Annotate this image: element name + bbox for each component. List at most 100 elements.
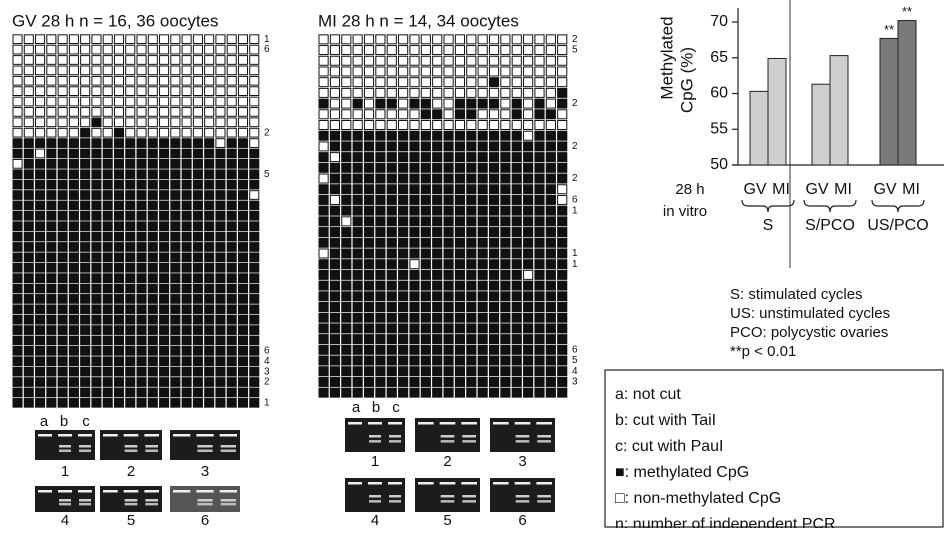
cpg-site [205, 97, 214, 106]
cpg-site [364, 335, 373, 344]
cpg-site [455, 78, 464, 87]
cpg-site [489, 78, 498, 87]
cpg-site [92, 211, 101, 220]
cpg-site [81, 170, 90, 179]
cpg-site [330, 292, 339, 301]
cpg-site [512, 377, 521, 386]
cpg-site [342, 356, 351, 365]
cpg-site [227, 232, 236, 241]
cpg-site [227, 66, 236, 75]
cpg-site [193, 149, 202, 158]
gel-band [220, 490, 237, 493]
cpg-site [501, 46, 510, 55]
cpg-site [205, 180, 214, 189]
cpg-site [512, 388, 521, 397]
cpg-site [114, 295, 123, 304]
cpg-site [114, 305, 123, 314]
cpg-site [92, 149, 101, 158]
cpg-site [558, 324, 567, 333]
cpg-site [250, 367, 259, 376]
cpg-site [455, 270, 464, 279]
cpg-site [558, 270, 567, 279]
cpg-site [535, 67, 544, 76]
cpg-site [444, 313, 453, 322]
cpg-site [160, 305, 169, 314]
cpg-site [546, 238, 555, 247]
cpg-site [69, 367, 78, 376]
cpg-site [558, 260, 567, 269]
gel-band [516, 435, 530, 438]
cpg-site [137, 87, 146, 96]
cpg-site [501, 67, 510, 76]
cpg-site [467, 88, 476, 97]
cpg-site [193, 274, 202, 283]
cpg-site [319, 131, 328, 140]
cpg-site [160, 66, 169, 75]
cpg-site [250, 398, 259, 407]
cpg-site [36, 346, 45, 355]
cpg-site [535, 356, 544, 365]
y-tick-label: 70 [710, 13, 728, 30]
cpg-site [455, 46, 464, 55]
cpg-site [160, 108, 169, 117]
cpg-site [455, 174, 464, 183]
cpg-site [433, 324, 442, 333]
cpg-site [342, 324, 351, 333]
brace [804, 200, 856, 212]
cpg-site [524, 195, 533, 204]
cpg-site [467, 356, 476, 365]
cpg-site [387, 260, 396, 269]
cpg-site [364, 88, 373, 97]
cpg-site [501, 131, 510, 140]
cpg-site [47, 336, 56, 345]
cpg-site [535, 99, 544, 108]
cpg-site [137, 232, 146, 241]
cpg-site [421, 260, 430, 269]
cpg-site [137, 159, 146, 168]
cpg-site [342, 195, 351, 204]
cpg-site [126, 128, 135, 137]
cpg-site [353, 121, 362, 130]
cpg-site [227, 295, 236, 304]
cpg-site [535, 335, 544, 344]
cpg-site [467, 217, 476, 226]
cpg-site [558, 131, 567, 140]
cpg-site [171, 201, 180, 210]
cpg-site [558, 67, 567, 76]
cpg-site [433, 88, 442, 97]
cpg-site [444, 335, 453, 344]
cpg-site [558, 217, 567, 226]
cpg-site [410, 67, 419, 76]
cpg-site [238, 97, 247, 106]
cpg-site [69, 222, 78, 231]
cpg-site [455, 260, 464, 269]
cpg-site [182, 295, 191, 304]
cpg-site [353, 303, 362, 312]
cpg-site [330, 367, 339, 376]
cpg-site [444, 163, 453, 172]
cpg-site [399, 335, 408, 344]
cpg-site [13, 295, 22, 304]
cpg-site [444, 238, 453, 247]
cpg-site [148, 222, 157, 231]
cpg-site [501, 281, 510, 290]
cpg-site [489, 217, 498, 226]
cpg-site [535, 174, 544, 183]
cpg-site [160, 76, 169, 85]
cpg-site [421, 270, 430, 279]
cpg-site [353, 67, 362, 76]
cpg-site [182, 97, 191, 106]
cpg-site [410, 313, 419, 322]
cpg-site [250, 253, 259, 262]
cpg-site [342, 281, 351, 290]
cpg-site [92, 232, 101, 241]
cpg-site [36, 326, 45, 335]
cpg-site [250, 191, 259, 200]
cpg-site [148, 35, 157, 44]
cpg-site [160, 211, 169, 220]
cpg-site [376, 56, 385, 65]
cpg-site [489, 99, 498, 108]
cpg-site [387, 110, 396, 119]
cpg-site [364, 131, 373, 140]
cpg-site [387, 56, 396, 65]
